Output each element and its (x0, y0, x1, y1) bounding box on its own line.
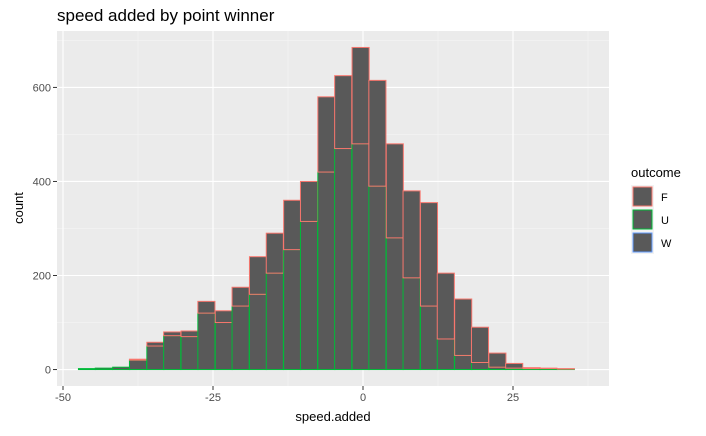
bar-F (180, 330, 199, 338)
legend-label-U: U (661, 215, 669, 227)
axis-ticks: -50 -25 0 25 0 200 400 600 (33, 82, 519, 404)
x-axis-title: speed.added (295, 409, 370, 424)
bar-F (436, 272, 455, 340)
bar-U (436, 338, 455, 371)
bar-F (283, 199, 302, 251)
bar-U (163, 335, 182, 371)
bar-U (146, 345, 165, 371)
bar-U (128, 359, 148, 371)
x-tick-label: 0 (360, 392, 366, 404)
x-tick-label: -50 (55, 392, 71, 404)
bar-F (128, 358, 148, 361)
bar-F (402, 190, 421, 279)
legend: outcome FUW (631, 165, 681, 254)
bar-U (283, 249, 302, 371)
histogram-bars (77, 46, 575, 371)
bar-F (419, 202, 439, 307)
bar-U (214, 322, 233, 371)
bar-U (454, 354, 473, 371)
bar-F (505, 362, 524, 369)
bar-U (180, 336, 199, 371)
bar-U (197, 312, 216, 371)
bar-F (146, 341, 165, 347)
bar-U (94, 367, 113, 371)
bar-U (299, 220, 319, 371)
bar-F (248, 256, 268, 295)
bar-F (368, 79, 387, 187)
y-tick-label: 0 (45, 365, 51, 377)
bar-U (77, 368, 97, 371)
bar-F (385, 143, 404, 239)
bar-F (454, 298, 473, 356)
bar-U (334, 148, 353, 371)
bar-F (470, 326, 490, 363)
legend-key-F (632, 186, 653, 207)
bar-U (385, 237, 404, 371)
bar-U (351, 143, 370, 371)
bar-F (265, 232, 284, 274)
x-tick-label: 25 (507, 392, 519, 404)
y-tick-label: 200 (33, 271, 51, 283)
bar-U (402, 277, 421, 371)
bar-U (231, 305, 250, 371)
y-axis-title: count (11, 192, 26, 224)
bar-U (470, 361, 490, 371)
bar-U (265, 272, 284, 371)
legend-key-U (632, 209, 653, 230)
bar-F (163, 331, 182, 337)
bar-U (317, 171, 336, 371)
bar-F (522, 367, 541, 370)
bar-F (351, 46, 370, 145)
bar-U (248, 293, 268, 371)
legend-key-W (632, 232, 653, 253)
legend-label-W: W (661, 238, 672, 250)
bar-F (488, 352, 507, 368)
legend-title: outcome (631, 165, 681, 180)
bar-F (299, 180, 319, 222)
bar-U (368, 185, 387, 371)
bar-F (231, 286, 250, 307)
legend-label-F: F (661, 192, 668, 204)
bar-F (197, 300, 216, 314)
bar-F (334, 75, 353, 150)
bar-F (214, 310, 233, 324)
chart-title: speed added by point winner (57, 6, 275, 25)
bar-U (112, 366, 131, 371)
x-tick-label: -25 (205, 392, 221, 404)
y-tick-label: 600 (33, 82, 51, 94)
bar-F (317, 96, 336, 173)
bar-U (419, 305, 439, 371)
y-tick-label: 400 (33, 176, 51, 188)
